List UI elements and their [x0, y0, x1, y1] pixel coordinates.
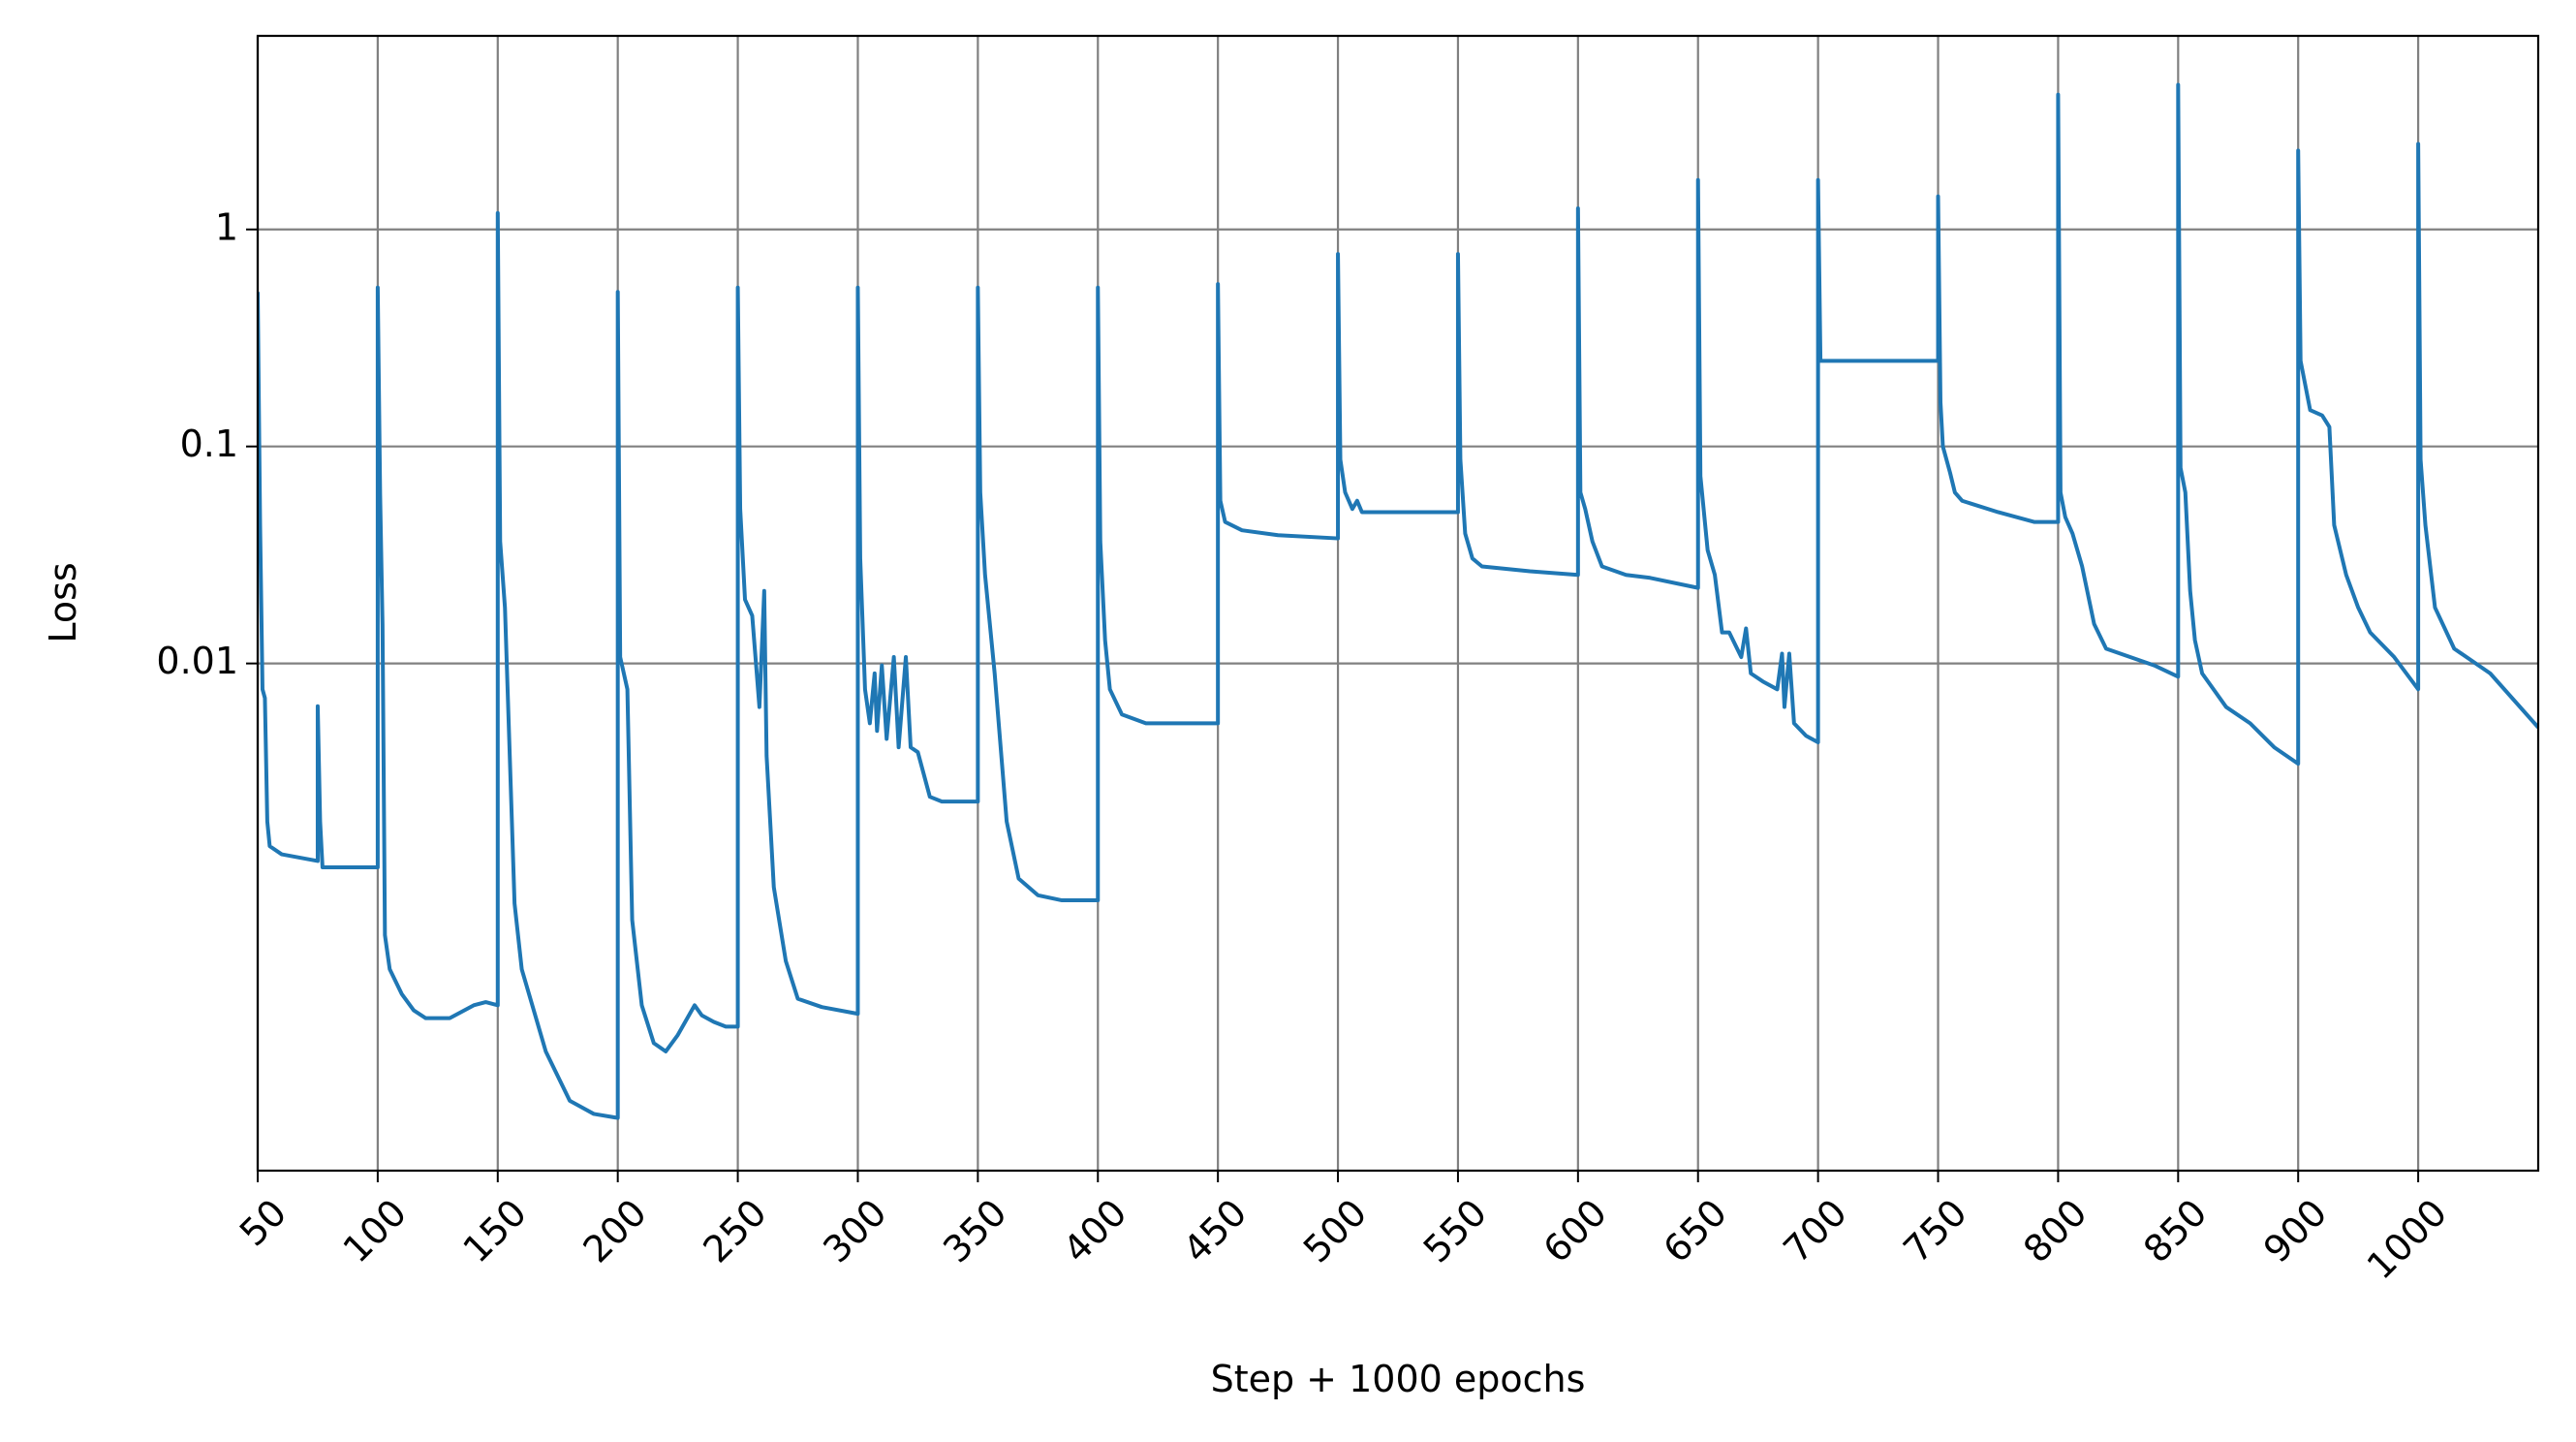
x-tick-label: 100: [335, 1191, 415, 1270]
x-tick-label: 500: [1295, 1191, 1375, 1270]
y-tick-label: 0.01: [156, 640, 238, 682]
x-tick-label: 450: [1175, 1191, 1255, 1270]
x-tick-label: 850: [2135, 1191, 2215, 1270]
y-tick-label: 1: [215, 205, 238, 248]
x-tick-label: 700: [1775, 1191, 1854, 1270]
x-tick-label: 650: [1655, 1191, 1734, 1270]
x-tick-label: 50: [232, 1191, 295, 1254]
x-tick-label: 400: [1055, 1191, 1134, 1270]
x-tick-label: 900: [2255, 1191, 2335, 1270]
y-axis-label: Loss: [42, 562, 84, 643]
x-tick-label: 600: [1536, 1191, 1615, 1270]
loss-line: [258, 82, 2538, 1120]
x-tick-label: 1000: [2359, 1191, 2456, 1288]
x-axis-label: Step + 1000 epochs: [1211, 1358, 1586, 1400]
plot-frame: [256, 34, 2540, 1173]
x-tick-label: 250: [695, 1191, 774, 1270]
x-tick-label: 350: [935, 1191, 1014, 1270]
y-tick-label: 0.1: [180, 423, 238, 465]
x-tick-label: 750: [1895, 1191, 1974, 1270]
x-tick-label: 550: [1415, 1191, 1495, 1270]
x-tick-label: 150: [455, 1191, 535, 1270]
x-tick-label: 300: [815, 1191, 894, 1270]
x-tick-label: 800: [2015, 1191, 2095, 1270]
x-tick-label: 200: [574, 1191, 654, 1270]
